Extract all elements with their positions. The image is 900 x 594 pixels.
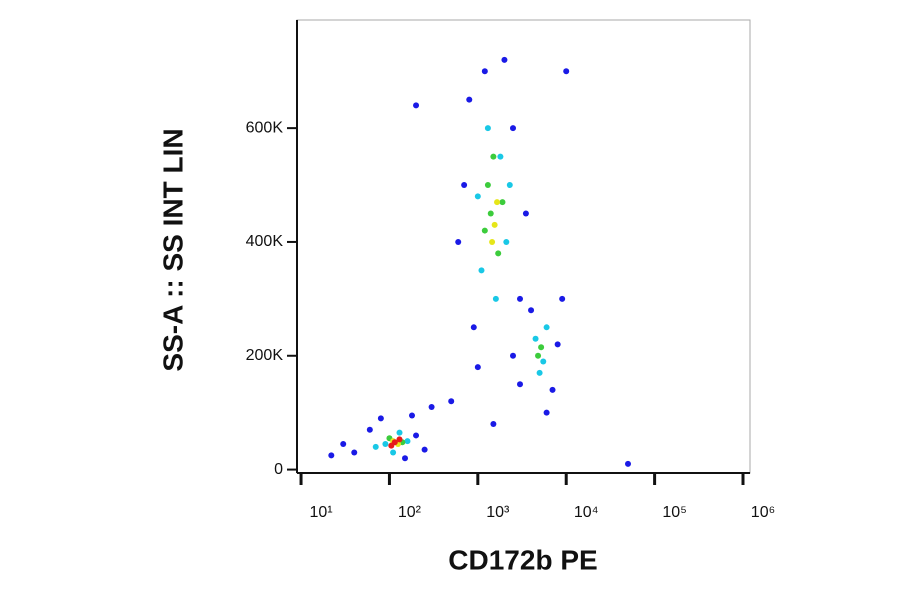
event-dot xyxy=(466,96,473,103)
event-dot xyxy=(351,449,358,456)
event-dot xyxy=(510,125,517,132)
x-tick-label: 10⁴ xyxy=(574,504,599,521)
event-dot xyxy=(408,412,415,419)
event-dot xyxy=(490,421,497,428)
event-dot xyxy=(396,436,403,443)
event-dot xyxy=(538,344,545,351)
event-dot xyxy=(382,440,389,447)
event-dot xyxy=(506,182,513,189)
y-axis-title: SS-A :: SS INT LIN xyxy=(157,128,188,371)
event-dot xyxy=(421,446,428,453)
event-dot xyxy=(478,267,485,274)
event-dot xyxy=(501,56,508,63)
x-tick-label: 10¹ xyxy=(309,504,332,521)
event-dot xyxy=(448,398,455,405)
event-dot xyxy=(470,324,477,331)
y-tick-label: 600K xyxy=(246,119,284,136)
event-dot xyxy=(492,295,499,302)
event-dot xyxy=(536,369,543,376)
plot-frame xyxy=(296,19,751,474)
event-dot xyxy=(495,250,502,257)
event-dot xyxy=(413,432,420,439)
event-dot xyxy=(390,449,397,456)
event-dot xyxy=(497,153,504,160)
event-dot xyxy=(413,102,420,109)
event-dot xyxy=(543,324,550,331)
event-dot xyxy=(366,426,373,433)
event-dot xyxy=(372,443,379,450)
event-dot xyxy=(404,438,411,445)
event-dot xyxy=(487,210,494,217)
y-tick-label: 0 xyxy=(274,461,283,478)
event-dot xyxy=(481,227,488,234)
event-dot xyxy=(377,415,384,422)
event-dot xyxy=(481,68,488,75)
event-dot xyxy=(491,221,498,228)
y-tick-label: 200K xyxy=(246,347,284,364)
event-dot xyxy=(535,352,542,359)
event-dot xyxy=(494,199,501,206)
event-dot xyxy=(402,455,409,462)
event-dot xyxy=(563,68,570,75)
event-dot xyxy=(455,238,462,245)
event-dot xyxy=(396,429,403,436)
event-dot xyxy=(522,210,529,217)
event-dot xyxy=(474,364,481,371)
x-tick-label: 10⁵ xyxy=(662,504,686,521)
event-dot xyxy=(540,358,547,365)
event-dot xyxy=(340,440,347,447)
y-tick-label: 400K xyxy=(246,233,284,250)
x-tick-label: 10² xyxy=(398,504,422,521)
event-dot xyxy=(503,238,510,245)
event-dot xyxy=(474,193,481,200)
event-dot xyxy=(528,307,535,314)
event-dot xyxy=(489,238,496,245)
event-dot xyxy=(532,335,539,342)
event-dot xyxy=(499,199,506,206)
event-dot xyxy=(549,386,556,393)
event-dot xyxy=(484,125,491,132)
event-dot xyxy=(559,295,566,302)
event-dot xyxy=(428,403,435,410)
event-dot xyxy=(625,460,632,467)
event-dot xyxy=(490,153,497,160)
event-dot xyxy=(543,409,550,416)
event-dot xyxy=(461,182,468,189)
event-dot xyxy=(517,295,524,302)
event-dot xyxy=(388,442,395,449)
event-dot xyxy=(517,381,524,388)
x-axis-title: CD172b PE xyxy=(448,544,597,575)
event-dot xyxy=(328,452,335,459)
event-dot xyxy=(510,352,517,359)
event-dot xyxy=(484,182,491,189)
event-dot xyxy=(554,341,561,348)
x-tick-label: 10³ xyxy=(486,504,510,521)
x-tick-label: 10⁶ xyxy=(751,504,775,521)
